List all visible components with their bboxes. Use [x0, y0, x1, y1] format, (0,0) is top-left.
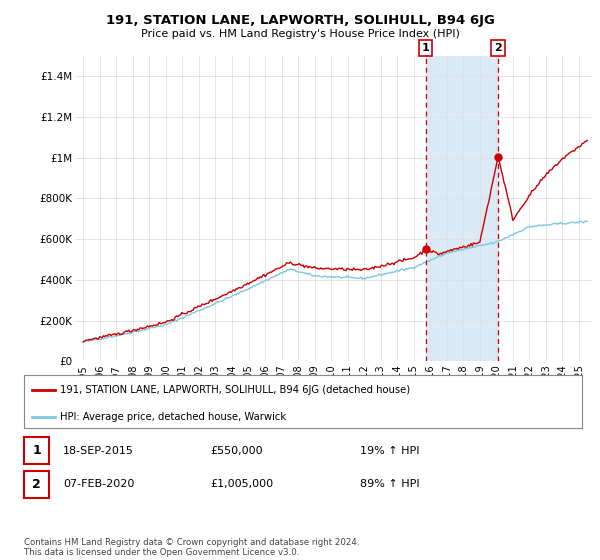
Text: 191, STATION LANE, LAPWORTH, SOLIHULL, B94 6JG (detached house): 191, STATION LANE, LAPWORTH, SOLIHULL, B… — [60, 385, 410, 395]
Text: 1: 1 — [32, 444, 41, 458]
Bar — [425, 56, 498, 361]
Text: 2: 2 — [494, 43, 502, 53]
Text: Contains HM Land Registry data © Crown copyright and database right 2024.
This d: Contains HM Land Registry data © Crown c… — [24, 538, 359, 557]
Text: 89% ↑ HPI: 89% ↑ HPI — [360, 479, 419, 489]
Text: HPI: Average price, detached house, Warwick: HPI: Average price, detached house, Warw… — [60, 412, 286, 422]
Text: 19% ↑ HPI: 19% ↑ HPI — [360, 446, 419, 456]
Text: 18-SEP-2015: 18-SEP-2015 — [63, 446, 134, 456]
Text: £1,005,000: £1,005,000 — [210, 479, 273, 489]
Text: £550,000: £550,000 — [210, 446, 263, 456]
Text: 2: 2 — [32, 478, 41, 491]
Text: Price paid vs. HM Land Registry's House Price Index (HPI): Price paid vs. HM Land Registry's House … — [140, 29, 460, 39]
Text: 07-FEB-2020: 07-FEB-2020 — [63, 479, 134, 489]
Text: 1: 1 — [422, 43, 430, 53]
Text: 191, STATION LANE, LAPWORTH, SOLIHULL, B94 6JG: 191, STATION LANE, LAPWORTH, SOLIHULL, B… — [106, 14, 494, 27]
